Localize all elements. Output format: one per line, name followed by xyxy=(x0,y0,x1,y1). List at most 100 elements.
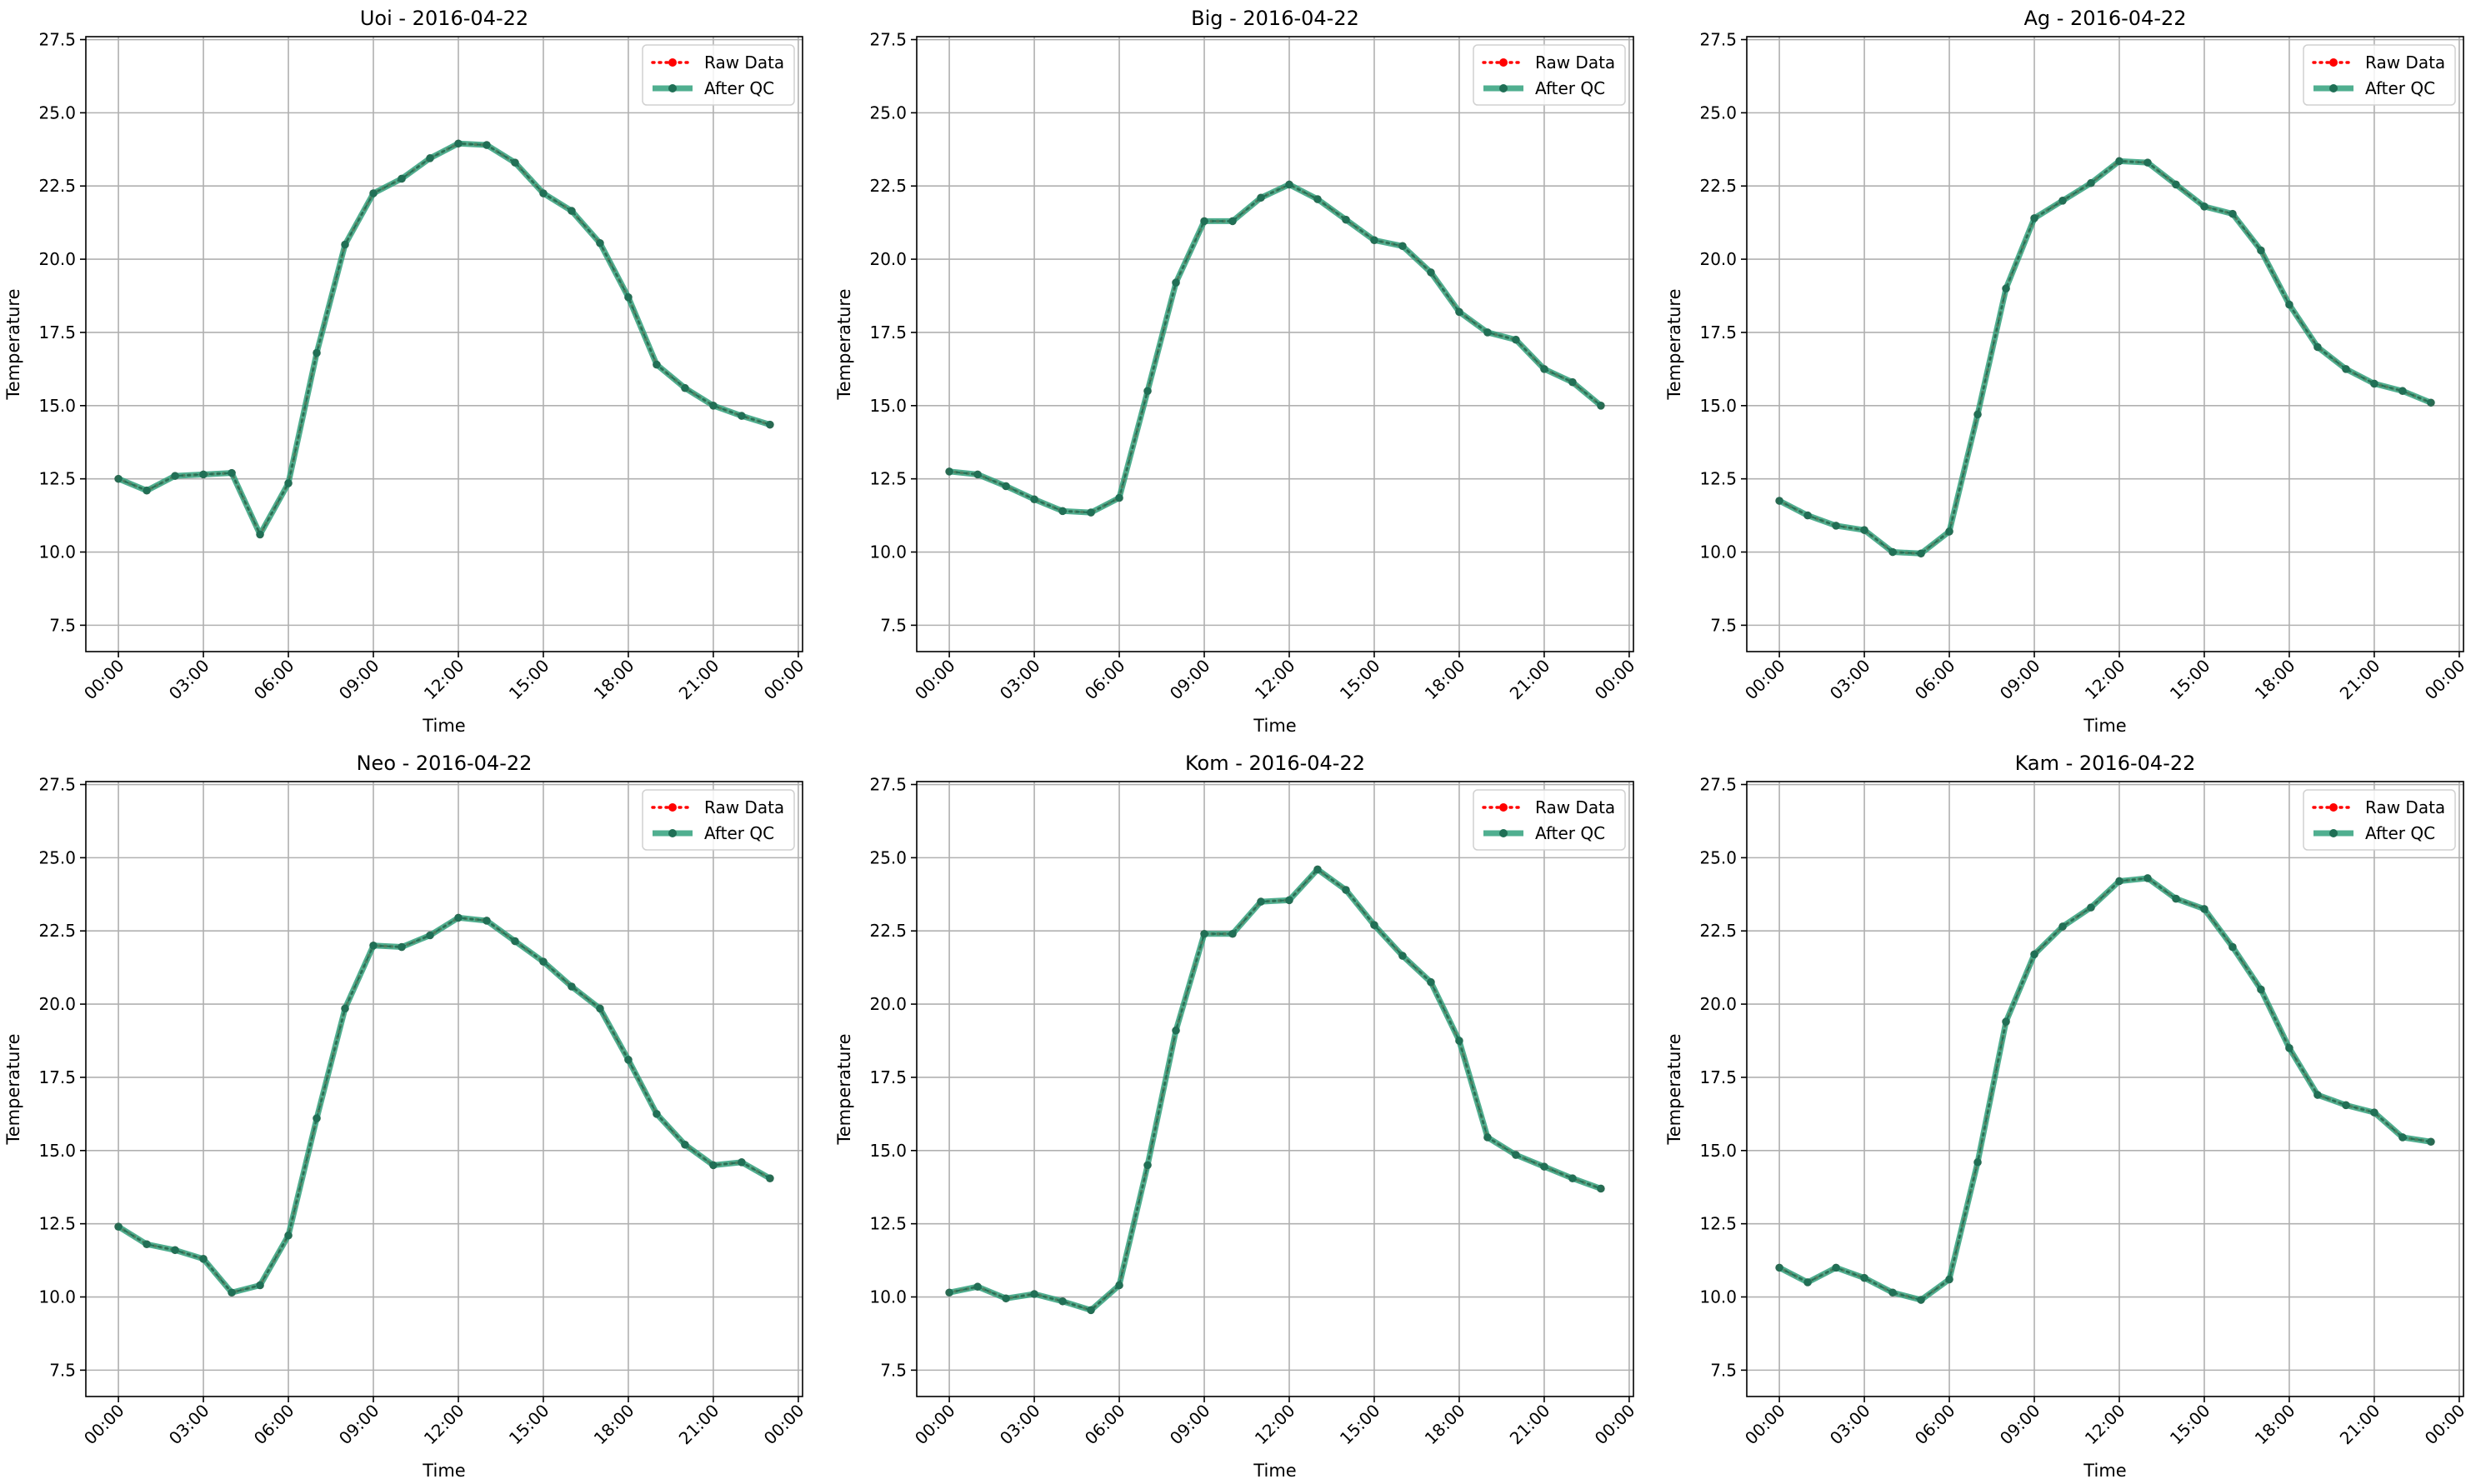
after-qc-point xyxy=(1888,547,1897,557)
after-qc-point xyxy=(1917,1296,1925,1304)
x-tick-label: 15:00 xyxy=(505,656,553,704)
after-qc-point xyxy=(2342,365,2350,373)
chart-title: Ag - 2016-04-22 xyxy=(2023,7,2186,30)
after-qc-point xyxy=(2285,1044,2293,1052)
after-qc-point xyxy=(1597,1184,1605,1193)
after-qc-point xyxy=(2313,342,2322,352)
after-qc-point xyxy=(1058,507,1067,516)
after-qc-point xyxy=(1257,193,1265,202)
x-tick-label: 21:00 xyxy=(2336,1401,2384,1449)
after-qc-point xyxy=(2087,178,2095,187)
y-tick-label: 20.0 xyxy=(1699,249,1737,269)
legend-qc-label: After QC xyxy=(2365,823,2435,843)
after-qc-line-dots xyxy=(117,142,772,537)
after-qc-point xyxy=(2398,387,2407,396)
legend-raw-label: Raw Data xyxy=(704,52,784,72)
after-qc-point xyxy=(766,420,774,429)
x-tick-label: 03:00 xyxy=(1826,1401,1874,1449)
after-qc-point xyxy=(653,360,661,369)
after-qc-point xyxy=(653,1110,661,1118)
after-qc-point xyxy=(2370,379,2378,388)
x-tick-label: 18:00 xyxy=(2251,1401,2299,1449)
y-tick-label: 17.5 xyxy=(1699,1067,1737,1087)
y-tick-label: 12.5 xyxy=(869,1214,907,1234)
x-tick-label: 15:00 xyxy=(1336,656,1384,704)
y-tick-label: 27.5 xyxy=(1699,30,1737,50)
after-qc-point xyxy=(2058,197,2067,205)
after-qc-line xyxy=(1778,875,2432,1303)
x-tick-label: 06:00 xyxy=(1081,1401,1129,1449)
after-qc-point xyxy=(2030,214,2038,222)
after-qc-point xyxy=(454,913,463,922)
after-qc-point xyxy=(2115,877,2123,886)
y-tick-label: 25.0 xyxy=(38,847,76,867)
after-qc-point xyxy=(284,479,293,487)
x-tick-label: 18:00 xyxy=(2251,656,2299,704)
legend-raw-marker xyxy=(1499,803,1508,812)
after-qc-point xyxy=(143,486,151,495)
y-tick-label: 17.5 xyxy=(38,322,76,342)
after-qc-point xyxy=(1973,410,1982,419)
y-axis-label: Temperature xyxy=(1664,288,1684,400)
y-tick-label: 27.5 xyxy=(38,775,76,795)
legend-raw-marker xyxy=(668,803,677,812)
legend-qc-label: After QC xyxy=(1535,823,1605,843)
x-tick-label: 00:00 xyxy=(911,1401,959,1449)
x-axis-label: Time xyxy=(1253,716,1296,736)
after-qc-point xyxy=(1342,215,1350,224)
x-tick-label: 06:00 xyxy=(1911,656,1959,704)
y-axis-label: Temperature xyxy=(834,1033,854,1145)
plot-frame xyxy=(916,36,1634,652)
after-qc-point xyxy=(1568,377,1577,387)
after-qc-point xyxy=(2370,1108,2378,1117)
after-qc-point xyxy=(1313,865,1322,874)
x-tick-label: 09:00 xyxy=(1996,1401,2044,1449)
y-tick-label: 17.5 xyxy=(1699,322,1737,342)
legend-qc-marker xyxy=(1499,829,1508,837)
after-qc-point xyxy=(2200,905,2208,913)
after-qc-point xyxy=(596,238,604,247)
after-qc-point xyxy=(2143,158,2152,167)
after-qc-point xyxy=(539,957,548,966)
chart-panel-6: 7.5 10.0 12.5 15.0 17.5 20.0 22.5 25.0 27.5 00:00… xyxy=(1664,752,2468,1481)
plot-frame xyxy=(1746,781,2464,1397)
legend-qc-label: After QC xyxy=(1535,78,1605,98)
after-qc-point xyxy=(1540,365,1548,373)
after-qc-point xyxy=(511,158,519,167)
after-qc-point xyxy=(1832,522,1840,530)
x-tick-label: 12:00 xyxy=(420,1401,468,1449)
after-qc-point xyxy=(313,1114,321,1122)
x-tick-label: 09:00 xyxy=(1166,1401,1214,1449)
chart-panel-2: 7.5 10.0 12.5 15.0 17.5 20.0 22.5 25.0 27.5 00:00… xyxy=(834,7,1638,736)
plot-frame xyxy=(85,36,803,652)
y-tick-label: 20.0 xyxy=(869,994,907,1014)
x-tick-label: 18:00 xyxy=(590,656,638,704)
after-qc-point xyxy=(1803,1278,1812,1287)
after-qc-point xyxy=(1087,1306,1095,1315)
after-qc-point xyxy=(1832,1263,1840,1272)
after-qc-point xyxy=(1370,236,1378,245)
y-tick-label: 7.5 xyxy=(1710,1360,1737,1380)
after-qc-point xyxy=(1860,526,1868,534)
after-qc-point xyxy=(1917,549,1925,558)
x-tick-label: 00:00 xyxy=(80,656,128,704)
after-qc-point xyxy=(681,383,689,392)
after-qc-point xyxy=(483,917,491,925)
y-tick-label: 10.0 xyxy=(1699,542,1737,562)
x-tick-label: 03:00 xyxy=(996,1401,1044,1449)
y-tick-label: 12.5 xyxy=(869,469,907,489)
after-qc-point xyxy=(2228,942,2237,952)
x-tick-label: 18:00 xyxy=(590,1401,638,1449)
after-qc-point xyxy=(2427,398,2435,407)
after-qc-line xyxy=(117,140,771,537)
after-qc-line xyxy=(948,866,1603,1313)
x-tick-label: 21:00 xyxy=(1506,656,1554,704)
after-qc-point xyxy=(2313,1091,2322,1099)
x-tick-label: 00:00 xyxy=(80,1401,128,1449)
y-tick-label: 20.0 xyxy=(38,249,76,269)
legend: Raw Data After QC xyxy=(1473,789,1626,851)
after-qc-point xyxy=(511,937,519,946)
after-qc-point xyxy=(1200,929,1208,938)
x-tick-label: 09:00 xyxy=(335,1401,383,1449)
after-qc-line-dots xyxy=(1778,877,2433,1302)
